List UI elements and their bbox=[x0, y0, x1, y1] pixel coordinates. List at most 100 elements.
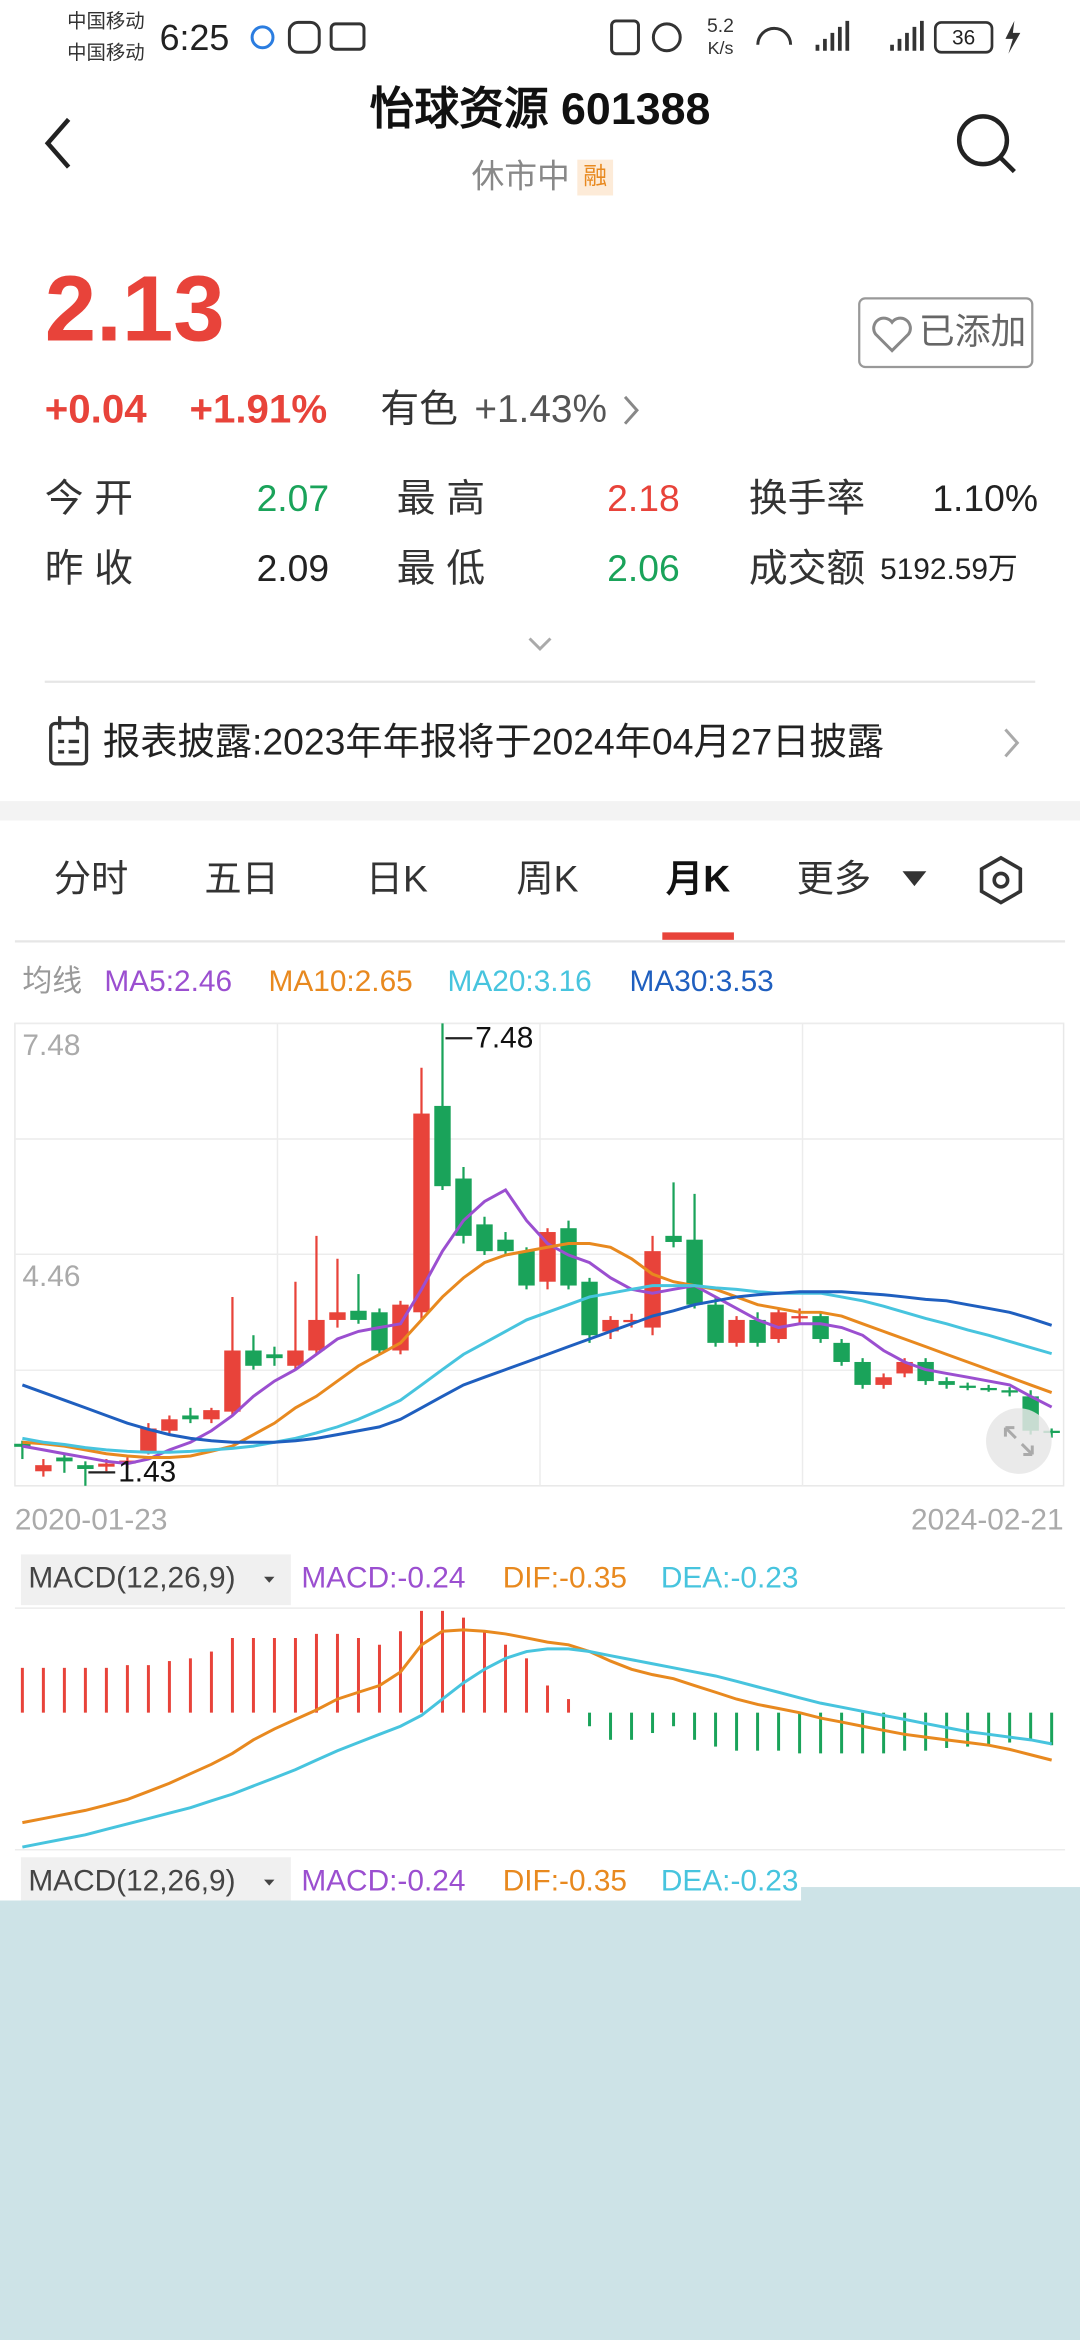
candle-body bbox=[350, 1310, 367, 1320]
stat-label: 成交额 bbox=[749, 548, 865, 591]
candle-body bbox=[665, 1235, 682, 1242]
ma-line bbox=[22, 1188, 1053, 1466]
candle-body bbox=[14, 1443, 31, 1447]
stats: 今 开 2.07 最 高 2.18 换手率 1.10% 昨 收 2.09 最 低 2.06 成交额 5… bbox=[45, 477, 1038, 591]
y-tick-label: 4.46 bbox=[22, 1260, 80, 1293]
candle-body bbox=[581, 1281, 598, 1336]
candle-body bbox=[791, 1316, 808, 1319]
battery bbox=[933, 21, 994, 54]
report-icon bbox=[58, 716, 80, 754]
tabs: 分时 五日 日K 周K 月K 更多 bbox=[54, 857, 872, 940]
candle-body bbox=[224, 1350, 241, 1412]
legend-entry: DIF:-0.35 bbox=[503, 1864, 627, 1897]
legend-entry: MA10:2.65 bbox=[269, 965, 413, 998]
legend-entry: MA5:2.46 bbox=[104, 965, 232, 998]
candle-body bbox=[476, 1224, 493, 1252]
candle-body bbox=[56, 1457, 73, 1462]
change-percent: +1.91% bbox=[189, 386, 327, 431]
candle-body bbox=[875, 1377, 892, 1385]
net-speed-unit: K/s bbox=[708, 38, 734, 58]
high-label: 7.48 bbox=[475, 1022, 533, 1055]
candle-body bbox=[371, 1312, 388, 1351]
chevron bbox=[623, 395, 639, 425]
tab[interactable]: 周K bbox=[516, 857, 578, 899]
stat-label: 换手率 bbox=[749, 478, 865, 521]
legend-entry: MA20:3.16 bbox=[448, 965, 592, 998]
settings-button[interactable] bbox=[979, 855, 1023, 905]
carrier: 中国移动 bbox=[67, 42, 145, 64]
ma-label: 均线 bbox=[22, 965, 82, 998]
candle-body bbox=[413, 1113, 430, 1313]
candle-body bbox=[308, 1319, 325, 1351]
fullscreen-icon bbox=[1003, 1426, 1034, 1456]
candle-body bbox=[749, 1319, 766, 1343]
tab-indicator bbox=[662, 932, 734, 940]
overlay bbox=[0, 1900, 1080, 2340]
stat-value: 2.18 bbox=[607, 477, 680, 519]
stat-value: 2.09 bbox=[257, 547, 330, 589]
tab[interactable]: 日K bbox=[366, 857, 428, 899]
macd-line bbox=[22, 1647, 1052, 1849]
tab[interactable]: 五日 bbox=[204, 857, 279, 899]
fullscreen-button[interactable] bbox=[986, 1408, 1052, 1474]
back-button[interactable] bbox=[44, 117, 71, 169]
low-label: 1.43 bbox=[118, 1456, 176, 1489]
ma-line bbox=[22, 1284, 1053, 1454]
y-tick-label: 7.48 bbox=[22, 1029, 80, 1062]
legend-entry: DIF:-0.35 bbox=[503, 1562, 627, 1595]
legend-entry: MA30:3.53 bbox=[630, 965, 774, 998]
indicator-title: MACD(12,26,9) bbox=[28, 1562, 235, 1595]
status-icon bbox=[610, 19, 640, 56]
battery-level: 36 bbox=[952, 26, 975, 49]
candle-body bbox=[686, 1239, 703, 1305]
candle-body bbox=[497, 1239, 514, 1252]
market-status: 休市中 bbox=[471, 158, 569, 195]
stat-value: 2.07 bbox=[257, 477, 330, 519]
dropdown-arrow bbox=[264, 1576, 275, 1583]
candle-body bbox=[833, 1342, 850, 1362]
carrier: 中国移动 bbox=[67, 11, 145, 33]
search-button[interactable] bbox=[956, 114, 1016, 174]
indicator-title: MACD(12,26,9) bbox=[28, 1864, 235, 1897]
search-icon bbox=[956, 114, 1010, 167]
indicator-select[interactable] bbox=[20, 1857, 291, 1908]
kline-chart: 7.48 4.46 2020-01-23 2024-02-21 7.48 1.43 bbox=[14, 1022, 1064, 1536]
stock-title: 怡球资源 601388 bbox=[370, 84, 711, 134]
candle-body bbox=[266, 1354, 283, 1359]
x-tick-label: 2024-02-21 bbox=[911, 1503, 1064, 1536]
indicator-select[interactable] bbox=[20, 1554, 291, 1606]
settings-icon bbox=[992, 871, 1010, 889]
badge-bg bbox=[577, 159, 614, 196]
legend-entry: DEA:-0.23 bbox=[661, 1864, 799, 1897]
candle-body bbox=[245, 1350, 262, 1366]
candle-body bbox=[434, 1105, 451, 1187]
more-arrow bbox=[902, 871, 927, 887]
stat-value: 5192.59万 bbox=[880, 553, 1018, 586]
candle-body bbox=[203, 1410, 220, 1420]
candle-body bbox=[854, 1361, 871, 1385]
candle-body bbox=[161, 1419, 178, 1431]
candle-body bbox=[959, 1385, 976, 1388]
candle-body bbox=[812, 1316, 829, 1340]
net-speed: 5.2 bbox=[707, 15, 734, 37]
sector-change: +1.43% bbox=[474, 388, 607, 431]
charging-icon bbox=[1005, 20, 1021, 54]
section-gap bbox=[0, 801, 1080, 821]
candle-body bbox=[329, 1312, 346, 1320]
expand-chevron[interactable] bbox=[528, 637, 552, 652]
tab[interactable]: 分时 bbox=[54, 857, 129, 899]
candle-body bbox=[623, 1319, 640, 1323]
report-row[interactable]: 报表披露:2023年年报将于2024年04月27日披露 bbox=[49, 716, 1020, 766]
stat-value: 2.06 bbox=[607, 547, 680, 589]
tab[interactable]: 月K bbox=[666, 857, 730, 899]
dropdown-arrow bbox=[264, 1879, 275, 1886]
legend-entry: MACD:-0.24 bbox=[301, 1864, 465, 1897]
status-icon bbox=[651, 22, 682, 53]
status-icon bbox=[287, 20, 321, 54]
signal-icon bbox=[815, 20, 924, 51]
stat-label: 昨 收 bbox=[45, 548, 133, 591]
tab[interactable]: 更多 bbox=[797, 857, 872, 899]
watch-button[interactable]: 已添加 bbox=[858, 297, 1034, 369]
report-text: 报表披露:2023年年报将于2024年04月27日披露 bbox=[103, 720, 884, 762]
